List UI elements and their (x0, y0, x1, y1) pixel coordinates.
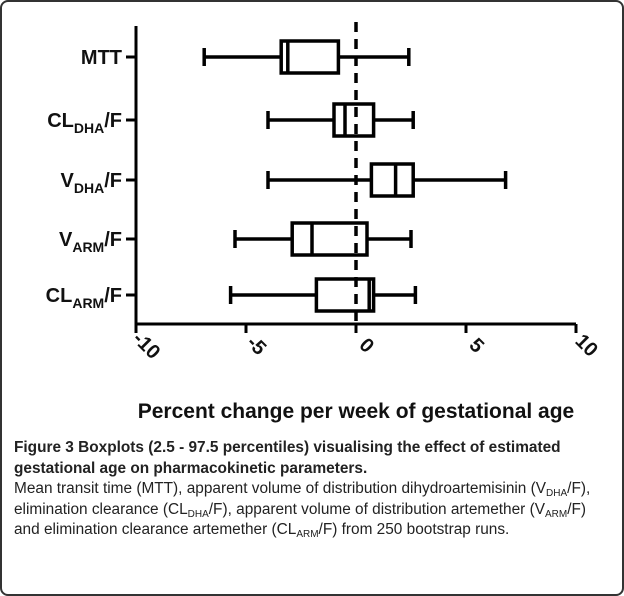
caption-subscript: DHA (546, 488, 568, 499)
label-main: CL (46, 285, 73, 307)
box (279, 39, 341, 75)
y-tick-label: CLDHA/F (47, 110, 122, 136)
caption-label: Figure 3 (14, 439, 74, 456)
caption-subscript: ARM (296, 529, 319, 540)
x-tick-label: 5 (465, 334, 488, 357)
caption-text: /F), apparent volume of distribution art… (208, 500, 545, 518)
label-sub: DHA (74, 180, 104, 196)
caption-body: Mean transit time (MTT), apparent volume… (14, 480, 591, 540)
label-tail: /F (104, 170, 122, 192)
x-tick-label: 10 (571, 330, 602, 361)
x-axis-title: Percent change per week of gestational a… (138, 400, 574, 423)
y-tick-label: VARM/F (59, 229, 122, 255)
caption-subscript: DHA (187, 508, 209, 520)
x-tick-label: -10 (128, 328, 164, 364)
label-tail: /F (104, 110, 122, 132)
label-main: V (61, 170, 75, 192)
label-tail: /F (104, 229, 122, 251)
box (369, 162, 415, 198)
x-tick-label: -5 (242, 332, 270, 360)
box (290, 221, 369, 257)
caption-text: /F) and elimination clearance artemether… (14, 500, 587, 539)
y-tick-label: MTT (81, 47, 122, 69)
label-sub: ARM (72, 239, 104, 255)
caption-text: /F) from 250 bootstrap runs. (318, 521, 510, 538)
label-tail: /F (104, 285, 122, 307)
caption-text: /F), elimination clearance (CL (14, 480, 591, 518)
y-tick-label: CLARM/F (46, 285, 122, 311)
box (332, 102, 376, 138)
label-main: CL (47, 110, 74, 132)
label-sub: DHA (74, 120, 104, 136)
label-main: V (59, 229, 73, 251)
label-main: MTT (81, 47, 122, 69)
x-tick-label: 0 (355, 334, 378, 357)
y-tick-label: VDHA/F (61, 170, 122, 196)
caption: Figure 3 Boxplots (2.5 - 97.5 percentile… (14, 438, 610, 541)
box (314, 277, 376, 313)
caption-subscript: ARM (544, 508, 568, 520)
caption-title: Boxplots (2.5 - 97.5 percentiles) visual… (14, 439, 561, 477)
chart: Percent change per week of gestational a… (46, 22, 602, 423)
caption-text: Mean transit time (MTT), apparent volume… (14, 480, 547, 497)
label-sub: ARM (72, 295, 104, 311)
